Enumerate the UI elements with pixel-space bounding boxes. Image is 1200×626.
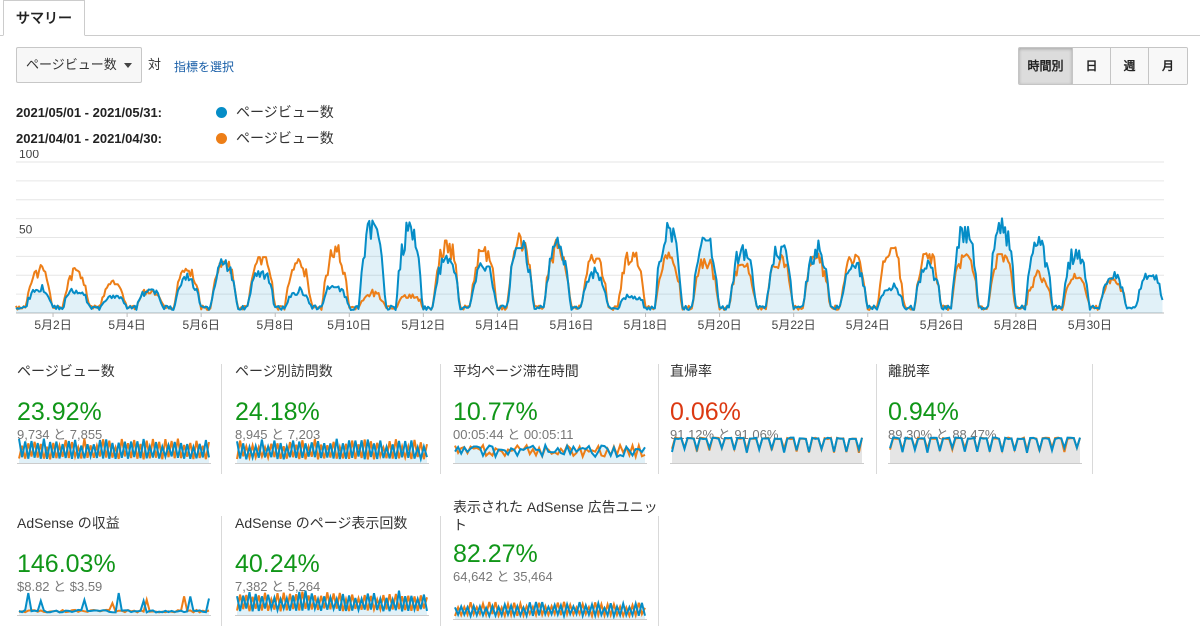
scorecard-label: AdSense のページ表示回数 xyxy=(235,515,408,531)
sparkline xyxy=(453,599,647,620)
x-tick-label: 5月14日 xyxy=(475,318,519,332)
blue-dot-icon xyxy=(216,106,227,118)
scorecard-unique-pageviews[interactable]: ページ別訪問数 24.18% 8,945 と 7,203 xyxy=(235,362,445,472)
orange-dot-icon xyxy=(216,132,227,144)
scorecard-value: 0.94% xyxy=(888,398,959,426)
sparkline-area xyxy=(19,593,209,616)
x-tick-label: 5月30日 xyxy=(1068,318,1112,332)
divider xyxy=(658,364,659,474)
series-current-area xyxy=(16,218,1163,313)
divider xyxy=(221,516,222,626)
metric-select[interactable]: ページビュー数 xyxy=(16,47,142,83)
x-tick-label: 5月22日 xyxy=(772,318,816,332)
scorecard-label: 直帰率 xyxy=(670,363,712,379)
sparkline xyxy=(17,438,211,464)
x-tick-label: 5月16日 xyxy=(549,318,593,332)
divider xyxy=(658,516,659,626)
scorecard-compare: 00:05:44 と 00:05:11 xyxy=(453,427,574,442)
scorecard-compare: 64,642 と 35,464 xyxy=(453,569,553,584)
select-metric-link[interactable]: 指標を選択 xyxy=(174,60,235,74)
x-tick-label: 5月18日 xyxy=(624,318,668,332)
scorecard-adsense-revenue[interactable]: AdSense の収益 146.03% $8.82 と $3.59 xyxy=(17,514,227,624)
scorecard-value: 0.06% xyxy=(670,398,741,426)
y-tick-label: 100 xyxy=(19,150,39,161)
legend-current: 2021/05/01 - 2021/05/31: ページビュー数 xyxy=(16,102,334,122)
period-toggle: 時間別 日 週 月 xyxy=(1018,47,1188,85)
period-month-button[interactable]: 月 xyxy=(1149,48,1187,84)
sparkline-current xyxy=(18,592,210,614)
divider xyxy=(221,364,222,474)
scorecard-label: ページビュー数 xyxy=(17,363,115,379)
series-current-line xyxy=(15,217,1164,311)
scorecard-pageviews[interactable]: ページビュー数 23.92% 9,734 と 7,855 xyxy=(17,362,227,472)
sparkline xyxy=(235,438,429,464)
x-tick-label: 5月28日 xyxy=(994,318,1038,332)
x-tick-label: 5月4日 xyxy=(108,318,145,332)
x-tick-label: 5月2日 xyxy=(34,318,71,332)
sparkline xyxy=(235,590,429,616)
sparkline-current xyxy=(18,438,210,461)
sparkline-current xyxy=(671,436,863,454)
metric-select-value: ページビュー数 xyxy=(26,57,117,72)
divider xyxy=(440,364,441,474)
scorecard-value: 82.27% xyxy=(453,540,538,568)
y-tick-label: 50 xyxy=(19,223,33,237)
scorecard-adsense-pageviews[interactable]: AdSense のページ表示回数 40.24% 7,382 と 5,264 xyxy=(235,514,445,624)
x-tick-label: 5月6日 xyxy=(182,318,219,332)
sparkline xyxy=(670,436,864,464)
scorecard-bounce-rate[interactable]: 直帰率 0.06% 91.12% と 91.06% xyxy=(670,362,880,472)
scorecard-exit-rate[interactable]: 離脱率 0.94% 89.30% と 88.47% xyxy=(888,362,1098,472)
sparkline xyxy=(17,592,211,616)
scorecard-value: 23.92% xyxy=(17,398,102,426)
legend-previous: 2021/04/01 - 2021/04/30: ページビュー数 xyxy=(16,128,334,148)
sparkline-current xyxy=(454,442,646,460)
x-tick-label: 5月8日 xyxy=(257,318,294,332)
scorecard-value: 10.77% xyxy=(453,398,538,426)
legend-previous-metric: ページビュー数 xyxy=(236,130,334,146)
legend-current-metric: ページビュー数 xyxy=(236,104,334,120)
scorecard-value: 40.24% xyxy=(235,550,320,578)
scorecard-compare: 7,382 と 5,264 xyxy=(235,579,321,594)
scorecard-label: 表示された AdSense 広告ユニット xyxy=(453,499,658,533)
x-tick-label: 5月24日 xyxy=(846,318,890,332)
pageviews-chart: 100 50 5月2日 5月4日 5月6日 5月8日 5月10日 5月12日 5月14日 5月16… xyxy=(15,150,1164,332)
period-hourly-button[interactable]: 時間別 xyxy=(1019,48,1073,84)
scorecard-label: 平均ページ滞在時間 xyxy=(453,363,579,379)
sparkline-area xyxy=(455,445,645,464)
vs-label: 対 xyxy=(148,57,162,72)
x-tick-label: 5月12日 xyxy=(401,318,445,332)
scorecard-adsense-ad-units[interactable]: 表示された AdSense 広告ユニット 82.27% 64,642 と 35,… xyxy=(453,498,663,620)
sparkline-current xyxy=(889,436,1081,455)
divider xyxy=(1092,364,1093,474)
divider xyxy=(440,516,441,626)
tab-summary[interactable]: サマリー xyxy=(3,0,85,36)
divider xyxy=(876,364,877,474)
caret-down-icon xyxy=(124,63,132,68)
legend-current-range: 2021/05/01 - 2021/05/31: xyxy=(16,104,163,120)
scorecard-compare: 8,945 と 7,203 xyxy=(235,427,321,442)
sparkline-current xyxy=(236,590,428,614)
scorecard-compare: 9,734 と 7,855 xyxy=(17,427,103,442)
sparkline xyxy=(453,441,647,464)
period-week-button[interactable]: 週 xyxy=(1111,48,1149,84)
x-tick-label: 5月26日 xyxy=(920,318,964,332)
scorecard-value: 24.18% xyxy=(235,398,320,426)
x-tick-label: 5月20日 xyxy=(698,318,742,332)
legend-previous-range: 2021/04/01 - 2021/04/30: xyxy=(16,130,163,146)
period-day-button[interactable]: 日 xyxy=(1073,48,1111,84)
tab-bar: サマリー xyxy=(0,0,1200,36)
x-tick-label: 5月10日 xyxy=(327,318,371,332)
scorecard-avg-time[interactable]: 平均ページ滞在時間 10.77% 00:05:44 と 00:05:11 xyxy=(453,362,663,472)
scorecard-label: AdSense の収益 xyxy=(17,515,120,531)
scorecard-value: 146.03% xyxy=(17,550,116,578)
sparkline xyxy=(888,436,1082,464)
sparkline-current xyxy=(454,599,646,620)
scorecard-label: 離脱率 xyxy=(888,363,930,379)
scorecard-label: ページ別訪問数 xyxy=(235,363,333,379)
sparkline-current xyxy=(236,438,428,463)
scorecard-compare: $8.82 と $3.59 xyxy=(17,579,103,594)
